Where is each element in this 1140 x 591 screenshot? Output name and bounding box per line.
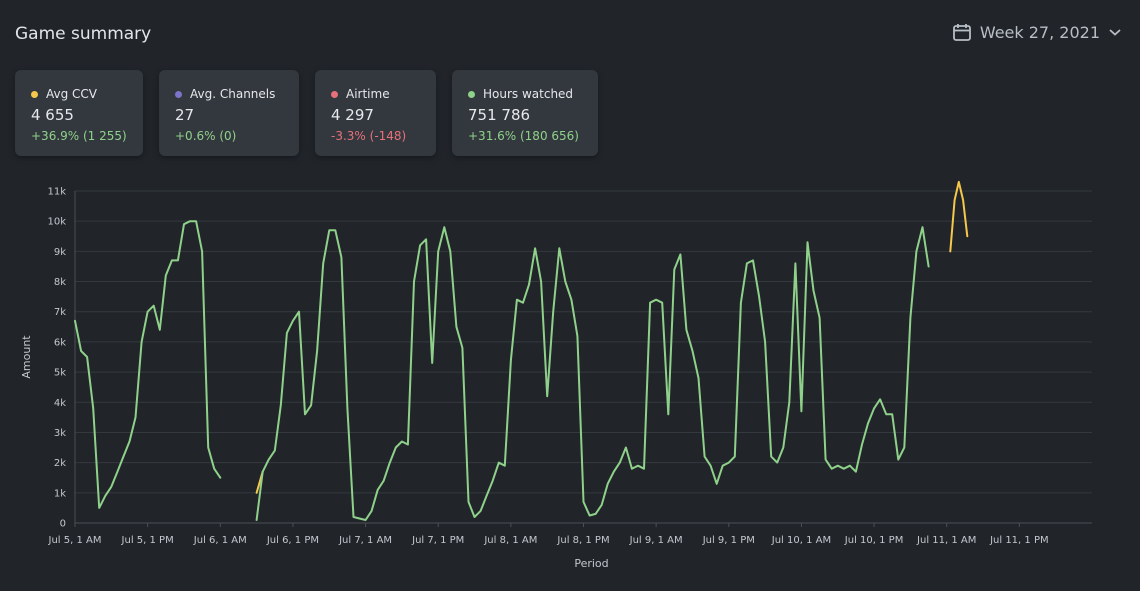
series-color-dot [175, 90, 182, 98]
metric-value: 27 [175, 106, 195, 124]
y-axis-label: Amount [20, 335, 33, 379]
y-tick-label: 9k [54, 247, 66, 258]
x-tick-label: Jul 6, 1 PM [266, 535, 319, 546]
metric-label: Avg. Channels [190, 87, 276, 101]
week-label: Week 27, 2021 [979, 22, 1100, 42]
x-tick-label: Jul 7, 1 AM [338, 535, 392, 546]
metric-card-airtime[interactable]: Airtime 4 297 -3.3% (-148) [315, 70, 436, 156]
series-color-dot [331, 90, 338, 98]
metric-card-hours-watched[interactable]: Hours watched 751 786 +31.6% (180 656) [452, 70, 598, 156]
y-tick-label: 2k [54, 458, 66, 469]
x-tick-label: Jul 5, 1 AM [48, 535, 102, 546]
x-tick-label: Jul 10, 1 PM [844, 535, 904, 546]
x-axis-label: Period [574, 557, 608, 570]
metric-delta: +36.9% (1 255) [31, 129, 127, 143]
y-tick-label: 8k [54, 277, 66, 288]
x-tick-label: Jul 6, 1 AM [193, 535, 247, 546]
calendar-icon [952, 24, 971, 41]
metric-delta: +31.6% (180 656) [468, 129, 579, 143]
week-selector[interactable]: Week 27, 2021 [952, 22, 1122, 42]
line-chart[interactable]: 0 1k 2k 3k 4k 5k 6k 7k 8k 9k 10k 11k Jul 5, 1 AM Jul … [0, 176, 1140, 591]
metric-delta: -3.3% (-148) [331, 129, 407, 143]
series-line-hours-watched[interactable] [74, 220, 930, 521]
x-tick-label: Jul 5, 1 PM [121, 535, 174, 546]
y-tick-label: 6k [54, 337, 66, 348]
metric-value: 751 786 [468, 106, 531, 124]
metric-value: 4 297 [331, 106, 374, 124]
x-tick-label: Jul 7, 1 PM [411, 535, 464, 546]
y-tick-label: 1k [54, 488, 66, 499]
metric-label: Avg CCV [46, 87, 98, 101]
x-tick-label: Jul 8, 1 PM [556, 535, 609, 546]
series-color-dot [468, 90, 475, 98]
metric-delta: +0.6% (0) [175, 129, 237, 143]
metric-cards: Avg CCV 4 655 +36.9% (1 255) Avg. Channe… [15, 70, 598, 156]
y-tick-label: 7k [54, 307, 66, 318]
x-tick-label: Jul 9, 1 PM [702, 535, 755, 546]
y-tick-label: 3k [54, 428, 66, 439]
metric-card-avg-ccv[interactable]: Avg CCV 4 655 +36.9% (1 255) [15, 70, 143, 156]
metric-value: 4 655 [31, 106, 74, 124]
metric-card-avg-channels[interactable]: Avg. Channels 27 +0.6% (0) [159, 70, 299, 156]
metric-label: Hours watched [483, 87, 574, 101]
page-title: Game summary [15, 24, 152, 44]
metric-label: Airtime [346, 87, 390, 101]
x-tick-label: Jul 9, 1 AM [629, 535, 683, 546]
x-tick-label: Jul 11, 1 AM [916, 535, 976, 546]
x-tick-label: Jul 10, 1 AM [771, 535, 831, 546]
chevron-down-icon [1109, 29, 1121, 36]
y-tick-label: 5k [54, 368, 66, 379]
y-tick-label: 0 [60, 519, 66, 530]
series-color-dot [31, 90, 38, 98]
y-tick-label: 10k [47, 217, 66, 228]
y-tick-label: 11k [47, 187, 66, 198]
y-tick-label: 4k [54, 398, 66, 409]
x-tick-label: Jul 11, 1 PM [989, 535, 1049, 546]
x-tick-label: Jul 8, 1 AM [483, 535, 537, 546]
